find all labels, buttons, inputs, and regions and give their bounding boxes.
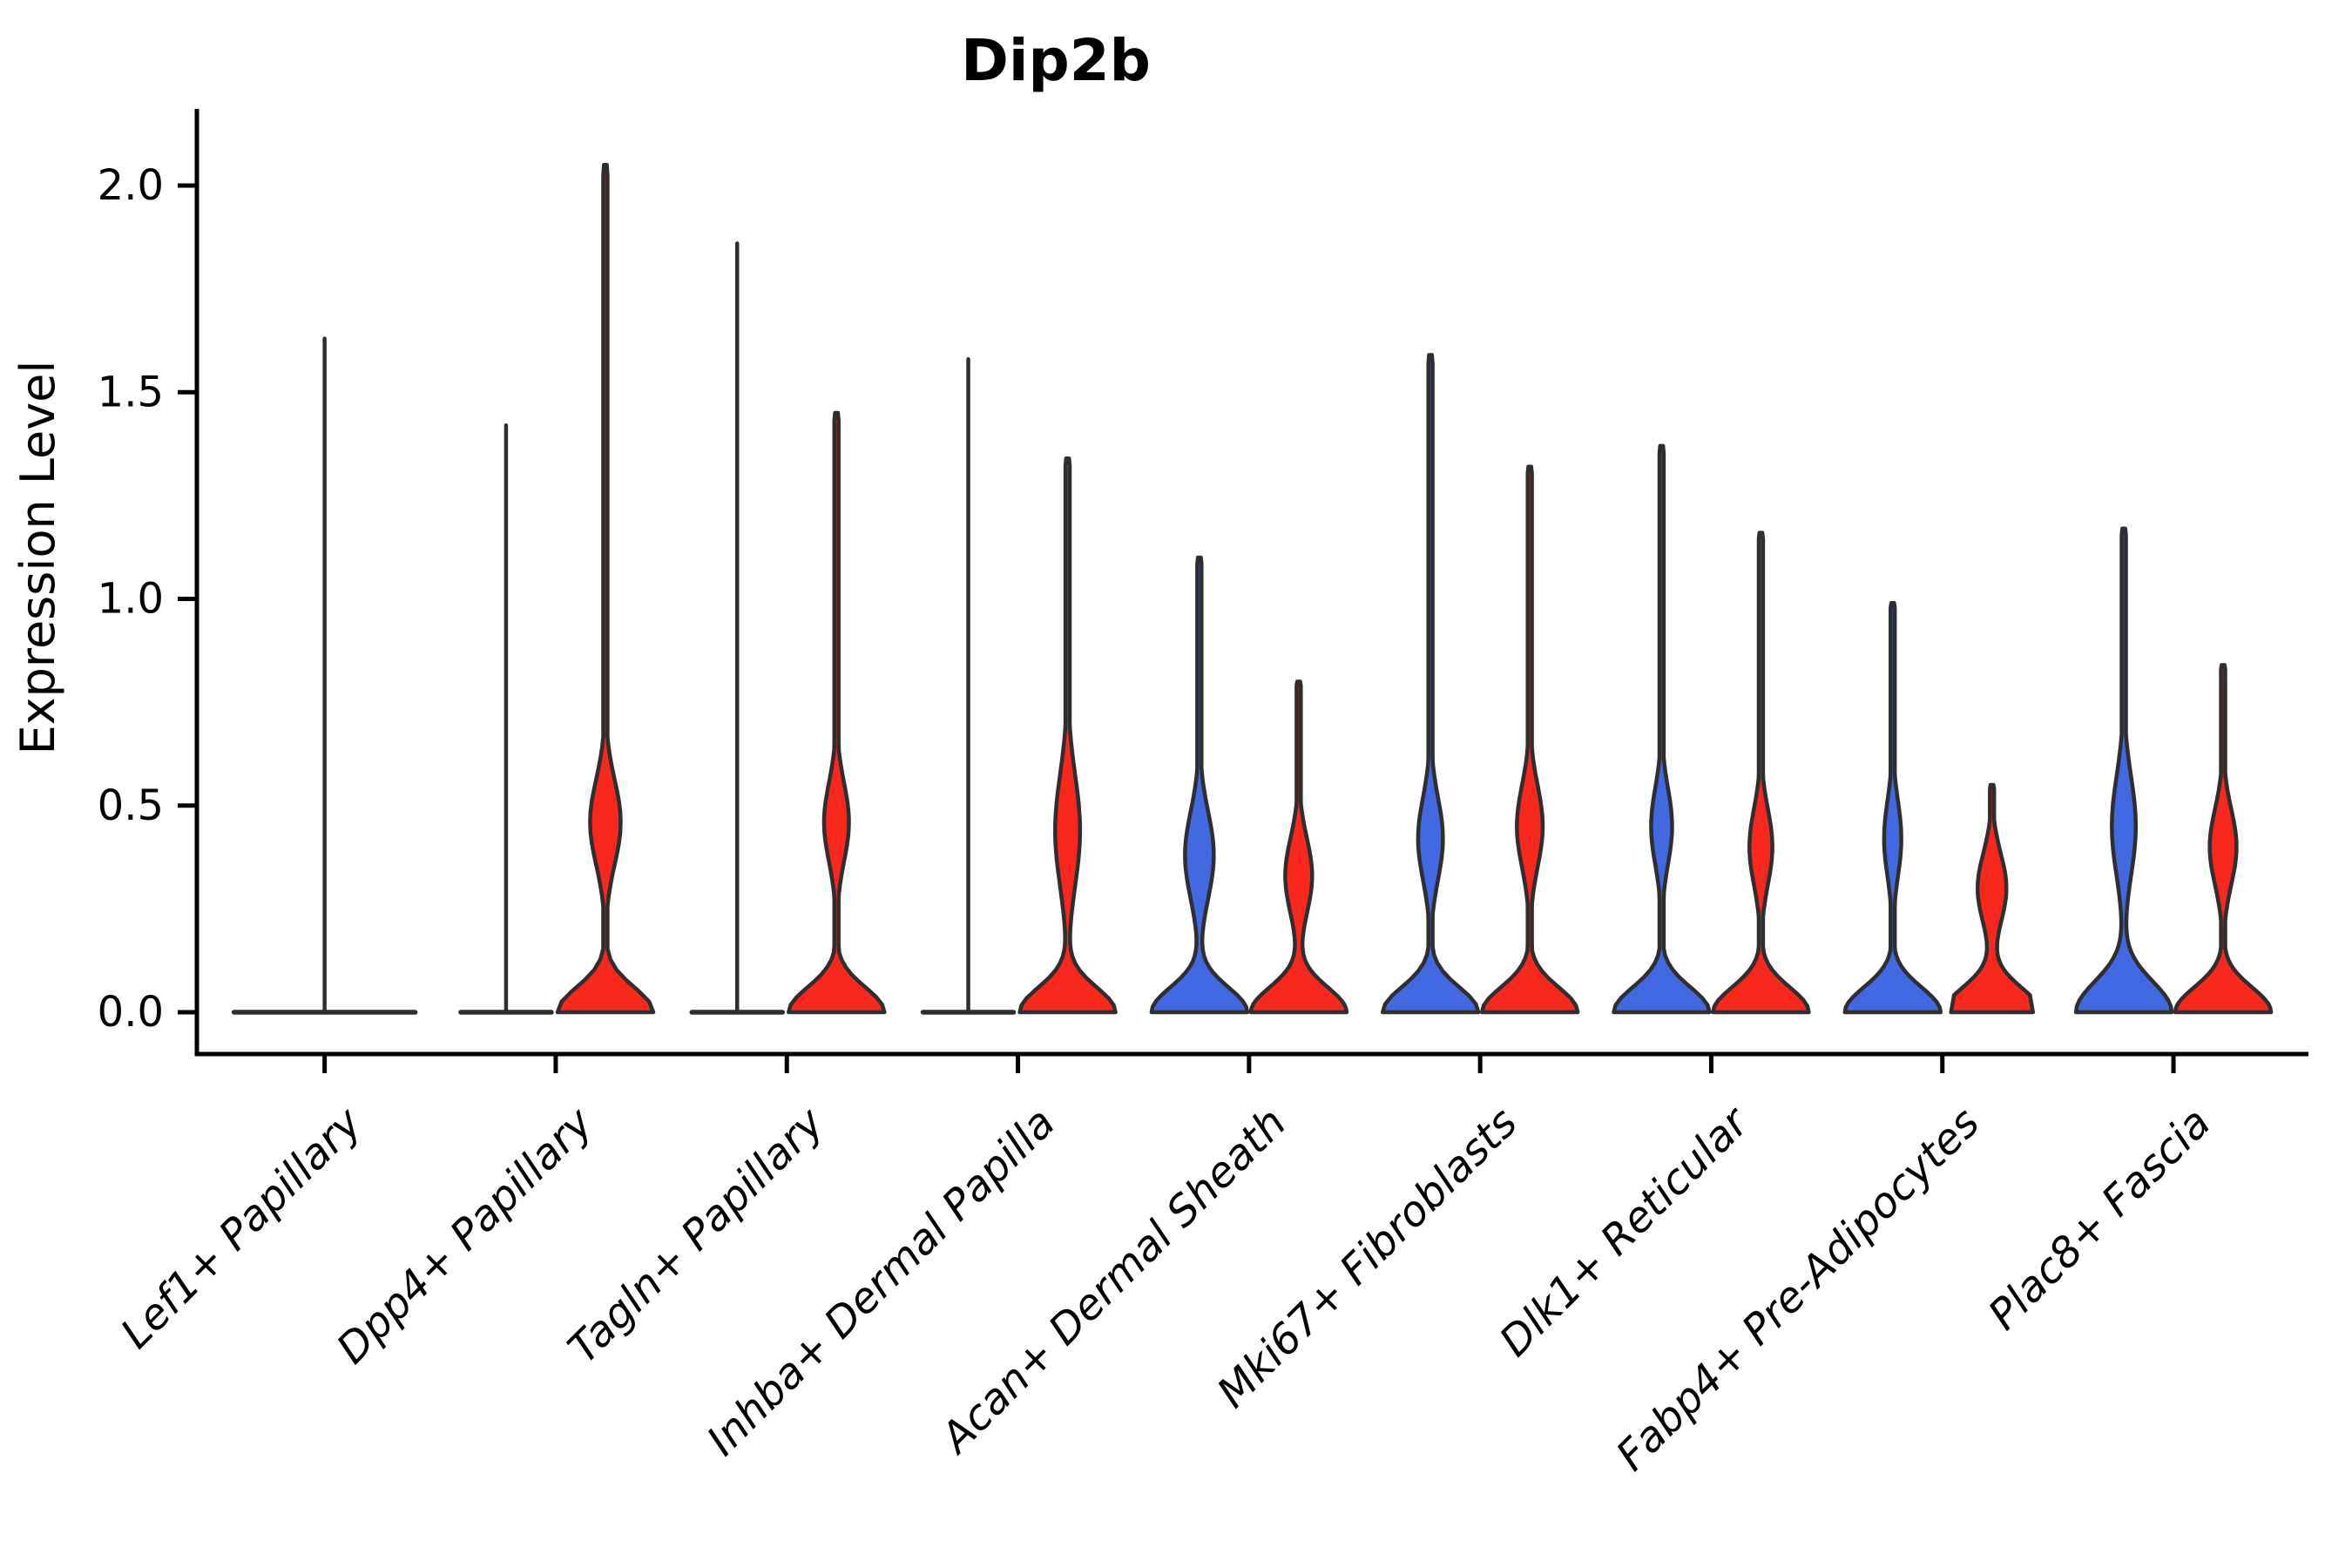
violin-1-red (555, 163, 656, 1015)
y-tick-label: 1.5 (98, 368, 164, 416)
violin-4-blue (1149, 555, 1250, 1015)
y-tick-label: 1.0 (98, 575, 164, 624)
y-tick-label: 0.0 (98, 988, 164, 1037)
violin-4-red (1248, 679, 1349, 1015)
violin-5-red (1479, 464, 1580, 1015)
violin-6-red (1711, 531, 1811, 1015)
chart-title: Dip2b (961, 27, 1151, 94)
violin-3-red (1017, 456, 1118, 1015)
y-tick-label: 0.5 (98, 781, 164, 830)
violin-7-red (1949, 782, 2036, 1015)
y-axis-label: Expression Level (10, 361, 65, 755)
y-tick-label: 2.0 (98, 161, 164, 210)
violin-2-red (787, 410, 887, 1015)
violin-5-blue (1380, 353, 1481, 1015)
violin-7-blue (1842, 600, 1943, 1015)
violin-8-blue (2073, 526, 2174, 1015)
violin-8-red (2173, 663, 2274, 1015)
violin-6-blue (1612, 443, 1712, 1015)
